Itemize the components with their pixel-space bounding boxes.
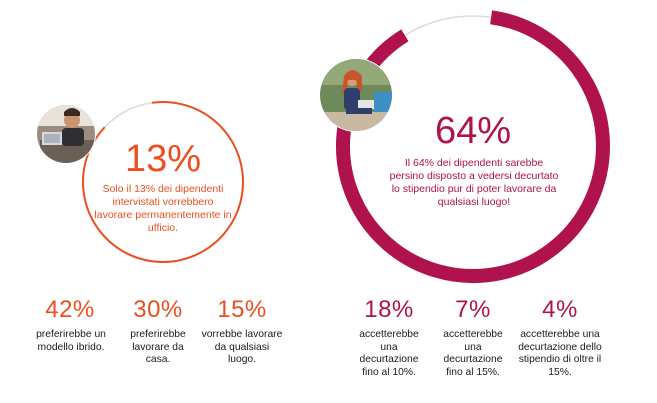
office-preference-donut	[82, 101, 244, 263]
home-work-text: preferirebbe lavorare da casa.	[130, 329, 186, 365]
hybrid-model-percentage: 42%	[45, 296, 95, 323]
office-preference-caption: Solo il 13% dei dipendenti intervistati …	[94, 183, 232, 234]
office-preference-percentage: 13%	[124, 138, 202, 180]
cut-10-text: accetterebbe una decurtazione fino al 10…	[359, 329, 419, 378]
salary-cut-caption: Il 64% dei dipendenti sarebbe persino di…	[389, 157, 559, 208]
cut-15-text: accetterebbe una decurtazione fino al 15…	[443, 329, 503, 378]
donut-arc	[82, 101, 244, 263]
cut-15-percentage: 7%	[455, 296, 491, 323]
anywhere-work-percentage: 15%	[217, 296, 267, 323]
cut-over-15-text: accetterebbe una decurtazione dello stip…	[518, 329, 602, 378]
anywhere-work-text: vorrebbe lavorare da qualsiasi luogo.	[201, 329, 283, 365]
salary-cut-percentage: 64%	[434, 110, 512, 152]
cut-over-15-percentage: 4%	[542, 296, 578, 323]
home-work-percentage: 30%	[133, 296, 183, 323]
cut-10-percentage: 18%	[364, 296, 414, 323]
poolside-worker-photo-icon	[319, 58, 393, 132]
remote-worker-photo-icon	[36, 104, 96, 164]
hybrid-model-text: preferirebbe un modello ibrido.	[36, 329, 106, 353]
